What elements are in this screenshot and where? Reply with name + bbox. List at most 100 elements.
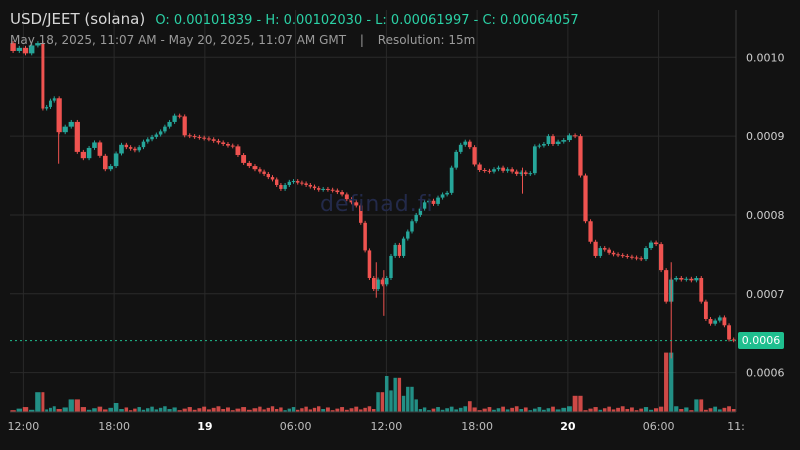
header-separator: |	[359, 33, 364, 47]
candle-body	[458, 144, 463, 152]
volume-bar	[29, 409, 35, 412]
volume-bar	[252, 408, 258, 412]
candle-body	[211, 139, 216, 141]
candle-body	[113, 153, 119, 167]
candle-body	[363, 222, 367, 251]
candle-body	[572, 135, 578, 137]
candle-body	[354, 202, 359, 206]
candle-body	[689, 278, 694, 281]
volume-bar	[41, 392, 45, 412]
volume-bar	[561, 407, 567, 412]
volume-bar	[241, 407, 247, 412]
candle-body	[648, 242, 654, 249]
volume-bar	[422, 407, 427, 412]
x-tick-label: 12:00	[371, 420, 403, 433]
volume-bar	[546, 408, 551, 412]
candle-body	[523, 172, 528, 174]
candle-body	[283, 184, 287, 189]
candle-body	[102, 155, 108, 170]
candle-body	[463, 141, 468, 145]
x-tick-label: 11:	[727, 420, 745, 433]
volume-bar	[487, 407, 492, 412]
candle-body	[567, 135, 572, 141]
volume-bar	[472, 407, 477, 412]
candle-body	[492, 169, 496, 172]
volume-bar	[211, 407, 216, 412]
volume-bar	[717, 409, 722, 412]
volume-bar	[607, 406, 611, 412]
candle-body	[172, 115, 177, 122]
volume-bar	[35, 392, 41, 412]
candle-body	[197, 136, 202, 138]
candle-body	[241, 155, 247, 163]
volume-bar	[113, 403, 119, 412]
candle-body	[16, 47, 23, 51]
volume-bar	[321, 409, 326, 412]
volume-bar	[150, 406, 154, 412]
candle-body	[266, 173, 271, 178]
chart-header: USD/JEET (solana) O: 0.00101839 - H: 0.0…	[10, 10, 579, 28]
candle-body	[74, 121, 80, 152]
volume-bar	[16, 408, 23, 412]
ohlc-values: O: 0.00101839 - H: 0.00102030 - L: 0.000…	[155, 13, 579, 28]
volume-bar	[371, 409, 376, 412]
volume-bar	[124, 407, 129, 412]
volume-bar	[699, 399, 704, 412]
candle-body	[68, 121, 74, 127]
x-tick-label: 20	[560, 420, 576, 433]
candle-body	[182, 116, 187, 136]
volume-bar	[713, 406, 718, 412]
volume-bar	[482, 408, 487, 412]
volume-bar	[551, 406, 555, 412]
candle-body	[108, 166, 113, 170]
candle-body	[514, 171, 519, 174]
pair-title: USD/JEET (solana)	[10, 10, 146, 28]
volume-bar	[363, 407, 367, 412]
candle-body	[48, 100, 52, 107]
volume-bar	[653, 408, 659, 412]
volume-bar	[440, 409, 445, 412]
candle-body	[393, 244, 397, 256]
candle-body	[380, 279, 385, 285]
volume-bar	[679, 409, 684, 412]
volume-bar	[593, 407, 598, 412]
volume-bar	[380, 392, 385, 412]
volume-bar	[501, 406, 505, 412]
candle-body	[124, 144, 129, 148]
candle-body	[561, 140, 567, 142]
volume-bar	[639, 408, 644, 412]
volume-bar	[445, 408, 449, 412]
x-tick-label: 06:00	[643, 420, 675, 433]
last-price-tag: 0.0006	[738, 332, 784, 350]
candle-body	[674, 278, 679, 280]
volume-bar	[258, 406, 262, 412]
volume-bar	[308, 409, 313, 412]
resolution[interactable]: Resolution: 15m	[377, 33, 476, 47]
volume-bar	[92, 408, 97, 412]
volume-bar	[202, 406, 207, 412]
candle-body	[546, 136, 551, 144]
candle-body	[717, 317, 722, 321]
candle-body	[731, 339, 736, 341]
candles	[10, 41, 736, 359]
candle-body	[542, 144, 546, 146]
volume-bar	[167, 409, 172, 412]
volume-bar	[510, 407, 515, 412]
candle-body	[440, 194, 445, 198]
candle-body	[146, 139, 150, 142]
volume-bar	[102, 409, 108, 412]
candle-body	[472, 147, 477, 165]
candle-body	[551, 136, 555, 144]
volume-bar	[496, 408, 501, 412]
volume-bar	[436, 407, 440, 412]
y-tick-label: 0.0007	[746, 288, 785, 301]
volume-bar	[291, 407, 296, 412]
candle-body	[620, 255, 625, 257]
volume-bar	[630, 407, 634, 412]
watermark-logo: definad.fi	[320, 192, 434, 217]
y-tick-label: 0.0008	[746, 209, 785, 222]
candle-body	[532, 146, 537, 174]
volume-bar	[674, 406, 679, 412]
volume-bar	[340, 407, 345, 412]
